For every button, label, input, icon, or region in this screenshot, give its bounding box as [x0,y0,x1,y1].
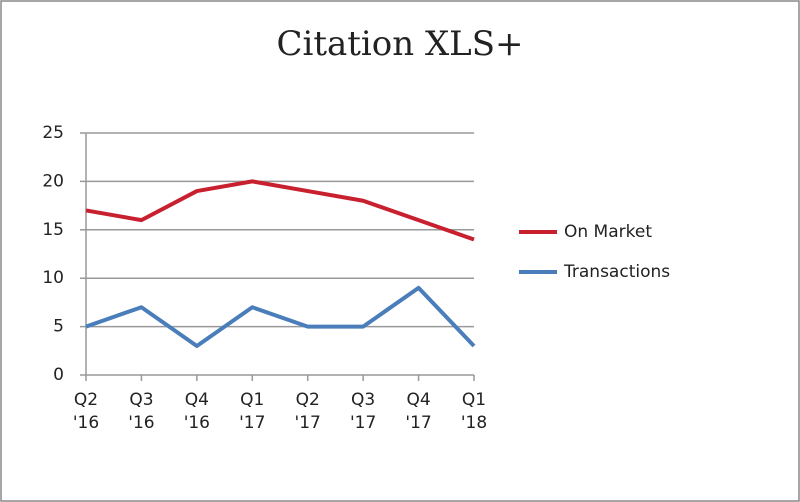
y-tick-label: 0 [53,365,64,385]
y-tick-label: 20 [42,171,64,191]
legend-label: On Market [564,222,652,242]
x-tick-label: Q4 '17 [405,390,432,433]
y-tick-label: 5 [53,317,64,337]
x-tick-label: Q2 '16 [72,390,100,433]
y-tick-label: 10 [42,268,64,288]
x-tick-label: Q4 '16 [183,390,210,433]
x-tick-label: Q3 '16 [128,390,155,433]
y-tick-label: 15 [42,220,64,240]
series-line [85,285,476,348]
x-tick-label: Q1 '18 [460,390,488,433]
y-tick-label: 25 [42,123,64,143]
x-tick-label: Q1 '17 [239,390,266,433]
series-line [85,179,475,242]
x-tick-label: Q2 '17 [294,390,321,433]
chart-title: Citation XLS+ [276,24,523,64]
legend-label: Transactions [563,262,670,282]
x-tick-label: Q3 '17 [349,390,377,433]
